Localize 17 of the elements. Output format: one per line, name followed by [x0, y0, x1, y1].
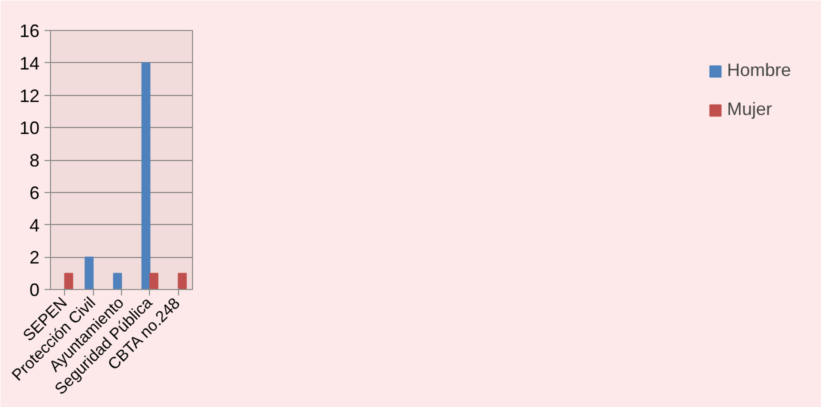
y-tick-label: 0 — [29, 280, 40, 300]
bar — [149, 272, 158, 290]
y-tick-label: 8 — [29, 150, 40, 170]
bar — [84, 256, 94, 290]
y-tick-label: 4 — [29, 215, 40, 236]
bar — [113, 272, 122, 290]
legend-label: Mujer — [726, 99, 772, 120]
bar — [141, 62, 150, 290]
bar — [64, 272, 74, 290]
y-tick-label: 6 — [29, 182, 40, 203]
legend-label: Hombre — [726, 60, 791, 81]
y-tick-label: 10 — [19, 118, 40, 138]
y-tick-label: 16 — [19, 21, 40, 41]
y-tick-label: 12 — [19, 86, 40, 106]
bar — [178, 272, 187, 290]
y-tick-label: 2 — [29, 248, 40, 268]
y-tick-label: 14 — [19, 53, 40, 74]
